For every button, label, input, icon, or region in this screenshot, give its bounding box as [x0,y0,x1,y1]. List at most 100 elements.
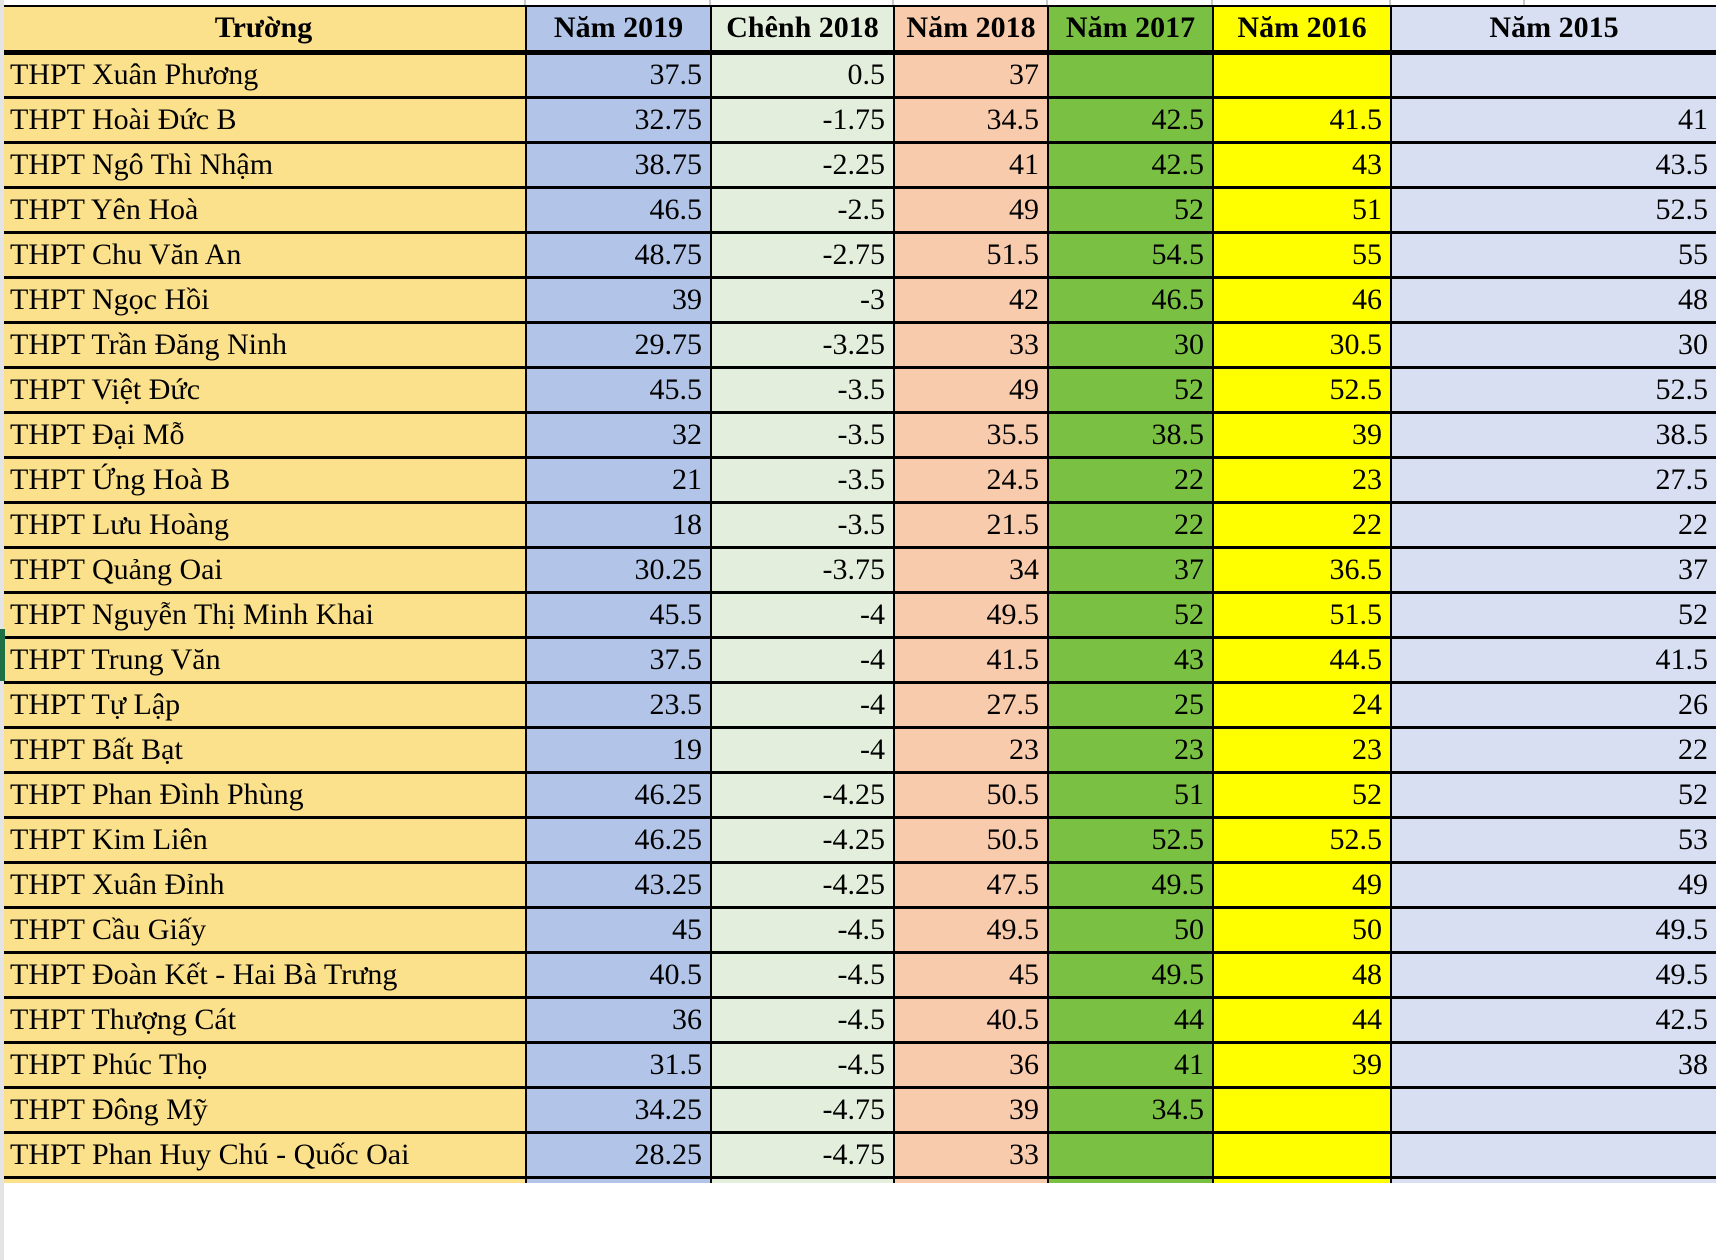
cell-diff2018[interactable]: -4.25 [710,815,895,864]
cell-y2018[interactable]: 49 [893,185,1049,234]
cell-y2015[interactable]: 52.5 [1390,185,1716,234]
cell-y2015[interactable]: 43.5 [1390,140,1716,189]
cell-y2015[interactable]: 49 [1390,860,1716,909]
cell-y2019[interactable]: 32 [525,410,712,459]
cell-y2017[interactable]: 52.5 [1047,815,1214,864]
cell-y2018[interactable]: 41 [893,140,1049,189]
cell-school[interactable]: THPT Thượng Cát [0,995,527,1044]
cell-y2018[interactable]: 50.5 [893,770,1049,819]
cell-school[interactable]: THPT Việt Đức [0,365,527,414]
cell-school[interactable]: THPT Hoài Đức B [0,95,527,144]
cell-y2018[interactable]: 42 [893,275,1049,324]
cell-y2016[interactable]: 48 [1212,950,1392,999]
cell-y2015[interactable]: 49.5 [1390,950,1716,999]
cell-y2016[interactable]: 23 [1212,455,1392,504]
cell-y2015[interactable]: 22 [1390,725,1716,774]
cell-y2015[interactable]: 55 [1390,230,1716,279]
cell-diff2018[interactable]: -2.75 [710,230,895,279]
header-cell-y2016[interactable]: Năm 2016 [1212,5,1392,55]
cell-y2018[interactable]: 49.5 [893,905,1049,954]
cell-y2018[interactable]: 50.5 [893,815,1049,864]
cell-y2015[interactable]: 52 [1390,590,1716,639]
cell-y2017[interactable]: 54.5 [1047,230,1214,279]
cell-y2018[interactable]: 45 [893,950,1049,999]
cell-y2019[interactable]: 30.25 [525,545,712,594]
cell-y2018[interactable]: 37 [893,50,1049,99]
header-cell-y2019[interactable]: Năm 2019 [525,5,712,55]
cell-y2018[interactable]: 49.5 [893,590,1049,639]
cell-y2016[interactable]: 50 [1212,905,1392,954]
cell-y2016[interactable]: 52 [1212,770,1392,819]
cell-y2017[interactable]: 37 [1047,545,1214,594]
cell-school[interactable]: THPT Phan Đình Phùng [0,770,527,819]
cell-y2016[interactable]: 24 [1212,680,1392,729]
cell-y2016[interactable]: 30.5 [1212,320,1392,369]
cell-y2018[interactable]: 35.5 [893,410,1049,459]
cell-y2017[interactable]: 34.5 [1047,1085,1214,1134]
cell-y2015[interactable] [1390,1130,1716,1179]
cell-school[interactable]: THPT Ứng Hoà B [0,455,527,504]
cell-y2019[interactable]: 23.5 [525,680,712,729]
cell-y2017[interactable]: 23 [1047,725,1214,774]
cell-school[interactable]: THPT Trung Văn [0,635,527,684]
cell-diff2018[interactable]: -3.5 [710,455,895,504]
cell-y2017[interactable]: 25 [1047,680,1214,729]
cell-school[interactable]: THPT Cầu Giấy [0,905,527,954]
cell-y2019[interactable]: 46.25 [525,770,712,819]
cell-y2018[interactable]: 33 [893,320,1049,369]
cell-school[interactable]: THPT Quảng Oai [0,545,527,594]
cell-y2017[interactable]: 42.5 [1047,140,1214,189]
cell-diff2018[interactable]: -2.25 [710,140,895,189]
header-cell-diff2018[interactable]: Chênh 2018 [710,5,895,55]
cell-y2016[interactable] [1212,1130,1392,1179]
header-cell-y2015[interactable]: Năm 2015 [1390,5,1716,55]
cell-school[interactable]: THPT Phan Huy Chú - Quốc Oai [0,1130,527,1179]
cell-y2019[interactable]: 45.5 [525,365,712,414]
cell-y2017[interactable]: 44 [1047,995,1214,1044]
header-cell-school[interactable]: Trường [0,5,527,55]
cell-y2016[interactable]: 23 [1212,725,1392,774]
cell-y2015[interactable]: 37 [1390,545,1716,594]
cell-y2017[interactable]: 52 [1047,185,1214,234]
cell-y2019[interactable]: 37.5 [525,635,712,684]
cell-diff2018[interactable]: -3.5 [710,500,895,549]
cell-school[interactable]: THPT Yên Hoà [0,185,527,234]
header-cell-y2018[interactable]: Năm 2018 [893,5,1049,55]
cell-y2016[interactable] [1212,1085,1392,1134]
cell-school[interactable]: THPT Xuân Đỉnh [0,860,527,909]
cell-school[interactable]: THPT Đại Mỗ [0,410,527,459]
cell-y2015[interactable]: 49.5 [1390,905,1716,954]
cell-y2015[interactable]: 22 [1390,500,1716,549]
cell-y2015[interactable]: 41 [1390,95,1716,144]
cell-school[interactable]: THPT Lưu Hoàng [0,500,527,549]
cell-diff2018[interactable]: -4.5 [710,1040,895,1089]
cell-y2017[interactable]: 52 [1047,590,1214,639]
cell-diff2018[interactable]: -3 [710,275,895,324]
cell-school[interactable]: THPT Phúc Thọ [0,1040,527,1089]
cell-diff2018[interactable]: -3.5 [710,365,895,414]
cell-y2016[interactable]: 46 [1212,275,1392,324]
cell-y2018[interactable]: 23 [893,725,1049,774]
cell-y2018[interactable]: 51.5 [893,230,1049,279]
cell-y2019[interactable]: 19 [525,725,712,774]
cell-y2018[interactable]: 34.5 [893,95,1049,144]
cell-diff2018[interactable]: -2.5 [710,185,895,234]
cell-diff2018[interactable]: -4.5 [710,905,895,954]
cell-y2017[interactable]: 42.5 [1047,95,1214,144]
cell-diff2018[interactable]: -1.75 [710,95,895,144]
cell-y2017[interactable]: 43 [1047,635,1214,684]
cell-y2017[interactable] [1047,50,1214,99]
cell-y2017[interactable]: 22 [1047,455,1214,504]
cell-y2019[interactable]: 31.5 [525,1040,712,1089]
cell-school[interactable]: THPT Xuân Phương [0,50,527,99]
cell-y2017[interactable]: 51 [1047,770,1214,819]
cell-y2017[interactable]: 49.5 [1047,860,1214,909]
cell-diff2018[interactable]: -4 [710,680,895,729]
cell-y2017[interactable]: 50 [1047,905,1214,954]
header-cell-y2017[interactable]: Năm 2017 [1047,5,1214,55]
cell-y2015[interactable]: 27.5 [1390,455,1716,504]
cell-y2016[interactable]: 51.5 [1212,590,1392,639]
cell-y2015[interactable]: 48 [1390,275,1716,324]
cell-y2016[interactable]: 44.5 [1212,635,1392,684]
cell-y2015[interactable]: 38 [1390,1040,1716,1089]
